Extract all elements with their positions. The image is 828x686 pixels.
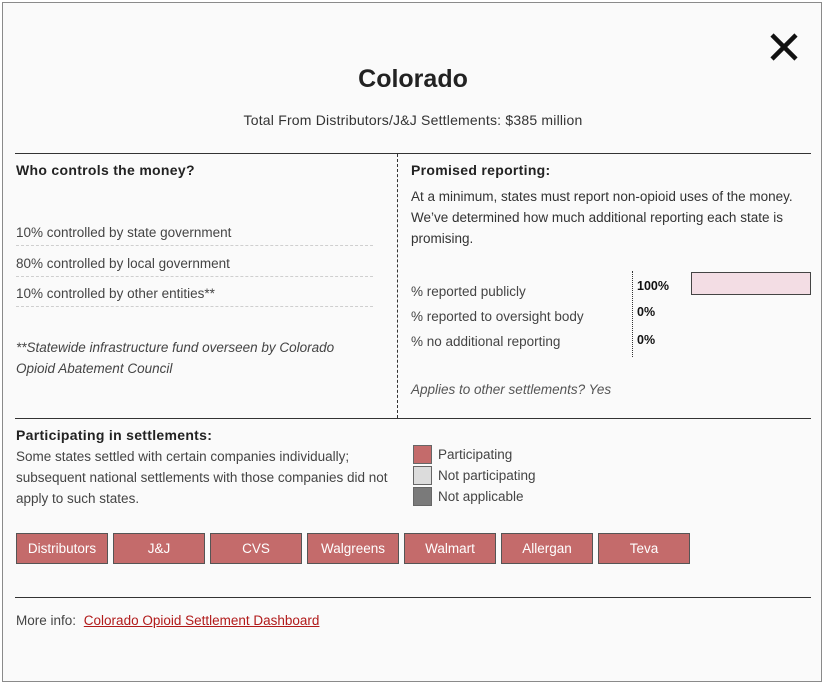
- state-title: Colorado: [358, 65, 468, 93]
- legend-label: Not participating: [438, 468, 536, 483]
- legend-label: Participating: [438, 447, 513, 462]
- control-row-other: 10% controlled by other entities**: [16, 286, 373, 307]
- reporting-value-public: 100%: [637, 279, 669, 293]
- divider-top: [15, 153, 811, 154]
- company-allergan[interactable]: Allergan: [501, 533, 593, 564]
- legend-swatch: [413, 487, 432, 506]
- column-divider: [397, 154, 398, 418]
- legend-label: Not applicable: [438, 489, 524, 504]
- reporting-value-oversight: 0%: [637, 305, 656, 319]
- more-info-label: More info:: [16, 613, 77, 628]
- reporting-heading: Promised reporting:: [411, 162, 551, 178]
- control-heading: Who controls the money?: [16, 162, 195, 178]
- legend-swatch: [413, 466, 432, 485]
- reporting-value-none: 0%: [637, 333, 656, 347]
- company-walgreens[interactable]: Walgreens: [307, 533, 399, 564]
- company-walmart[interactable]: Walmart: [404, 533, 496, 564]
- settlement-total: Total From Distributors/J&J Settlements:…: [243, 112, 583, 128]
- legend-swatch: [413, 445, 432, 464]
- more-info: More info: Colorado Opioid Settlement Da…: [16, 613, 319, 628]
- dashboard-link[interactable]: Colorado Opioid Settlement Dashboard: [83, 613, 320, 628]
- control-row-state: 10% controlled by state government: [16, 225, 373, 246]
- reporting-description: At a minimum, states must report non-opi…: [411, 189, 793, 246]
- reporting-axis: [632, 271, 633, 357]
- reporting-label-oversight: % reported to oversight body: [411, 309, 584, 324]
- participation-description: Some states settled with certain compani…: [16, 449, 388, 506]
- reporting-bar-public: [691, 272, 811, 295]
- close-button[interactable]: [766, 29, 802, 65]
- company-distributors[interactable]: Distributors: [16, 533, 108, 564]
- participation-heading: Participating in settlements:: [16, 427, 213, 443]
- company-teva[interactable]: Teva: [598, 533, 690, 564]
- company-cvs[interactable]: CVS: [210, 533, 302, 564]
- control-footnote: **Statewide infrastructure fund overseen…: [16, 340, 335, 376]
- reporting-label-public: % reported publicly: [411, 284, 526, 299]
- divider-bottom: [15, 597, 811, 598]
- applies-note: Applies to other settlements? Yes: [411, 382, 612, 397]
- divider-middle: [15, 418, 811, 419]
- close-icon: [770, 33, 798, 61]
- company-jj[interactable]: J&J: [113, 533, 205, 564]
- reporting-label-none: % no additional reporting: [411, 334, 561, 349]
- control-row-local: 80% controlled by local government: [16, 256, 373, 277]
